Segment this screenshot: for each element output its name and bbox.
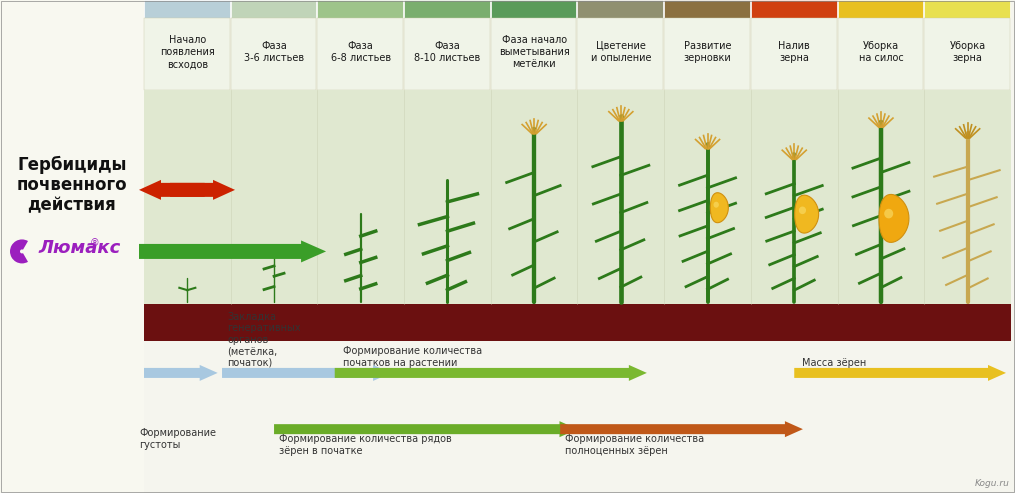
Text: Цветение
и опыление: Цветение и опыление — [591, 41, 651, 63]
Bar — [230, 18, 317, 90]
Polygon shape — [795, 195, 819, 233]
Text: Развитие
зерновки: Развитие зерновки — [684, 41, 732, 63]
Text: Формирование количества
початков на растении: Формирование количества початков на раст… — [343, 346, 482, 368]
Polygon shape — [139, 241, 326, 262]
Polygon shape — [170, 180, 235, 200]
Bar — [144, 341, 1011, 493]
Text: Формирование
густоты: Формирование густоты — [139, 428, 216, 450]
Ellipse shape — [714, 202, 719, 208]
Text: Фаза начало
выметывания
метёлки: Фаза начало выметывания метёлки — [498, 35, 569, 70]
Bar — [925, 18, 1010, 90]
Bar — [318, 18, 403, 90]
Bar — [230, 0, 317, 18]
Bar — [318, 0, 403, 18]
Polygon shape — [710, 193, 729, 223]
Bar — [144, 18, 229, 90]
Text: Формирование количества рядов
зёрен в початке: Формирование количества рядов зёрен в по… — [279, 434, 452, 456]
Text: Налив
зерна: Налив зерна — [779, 41, 810, 63]
Ellipse shape — [799, 207, 806, 214]
Text: Гербициды: Гербициды — [17, 156, 127, 174]
Bar — [404, 0, 490, 18]
Polygon shape — [879, 194, 909, 243]
Text: Фаза
3-6 листьев: Фаза 3-6 листьев — [244, 41, 304, 63]
Text: Формирование количества
полноценных зёрен: Формирование количества полноценных зёре… — [565, 434, 704, 456]
Bar — [144, 0, 229, 18]
Bar — [664, 0, 750, 18]
Bar — [751, 0, 836, 18]
Text: Масса зёрен: Масса зёрен — [802, 358, 867, 368]
Text: Kogu.ru: Kogu.ru — [975, 479, 1010, 488]
Bar — [491, 0, 577, 18]
Polygon shape — [222, 365, 391, 381]
Bar — [837, 18, 924, 90]
Text: Люмакс: Люмакс — [38, 240, 120, 257]
Bar — [491, 18, 577, 90]
Bar — [578, 0, 663, 18]
Bar — [837, 0, 924, 18]
Polygon shape — [335, 365, 647, 381]
Text: Уборка
на силос: Уборка на силос — [859, 41, 903, 63]
Text: Начало
появления
всходов: Начало появления всходов — [160, 35, 215, 70]
Bar — [144, 304, 1011, 341]
Polygon shape — [560, 421, 803, 437]
Text: ®: ® — [90, 239, 99, 248]
Bar — [751, 18, 836, 90]
Polygon shape — [274, 421, 578, 437]
Ellipse shape — [884, 209, 893, 218]
Text: Фаза
8-10 листьев: Фаза 8-10 листьев — [414, 41, 480, 63]
Text: Уборка
зерна: Уборка зерна — [950, 41, 986, 63]
Bar — [664, 18, 750, 90]
Polygon shape — [795, 365, 1006, 381]
Bar — [144, 90, 1011, 304]
Bar — [0, 0, 144, 493]
Bar — [578, 18, 663, 90]
Text: Закладка
генеративных
органов
(метёлка,
початок): Закладка генеративных органов (метёлка, … — [227, 312, 300, 368]
Text: действия: действия — [27, 196, 117, 214]
Bar — [925, 0, 1010, 18]
Wedge shape — [10, 240, 28, 263]
Bar — [404, 18, 490, 90]
Polygon shape — [144, 365, 217, 381]
Text: почвенного: почвенного — [16, 176, 127, 194]
Text: Фаза
6-8 листьев: Фаза 6-8 листьев — [331, 41, 391, 63]
Polygon shape — [139, 180, 205, 200]
